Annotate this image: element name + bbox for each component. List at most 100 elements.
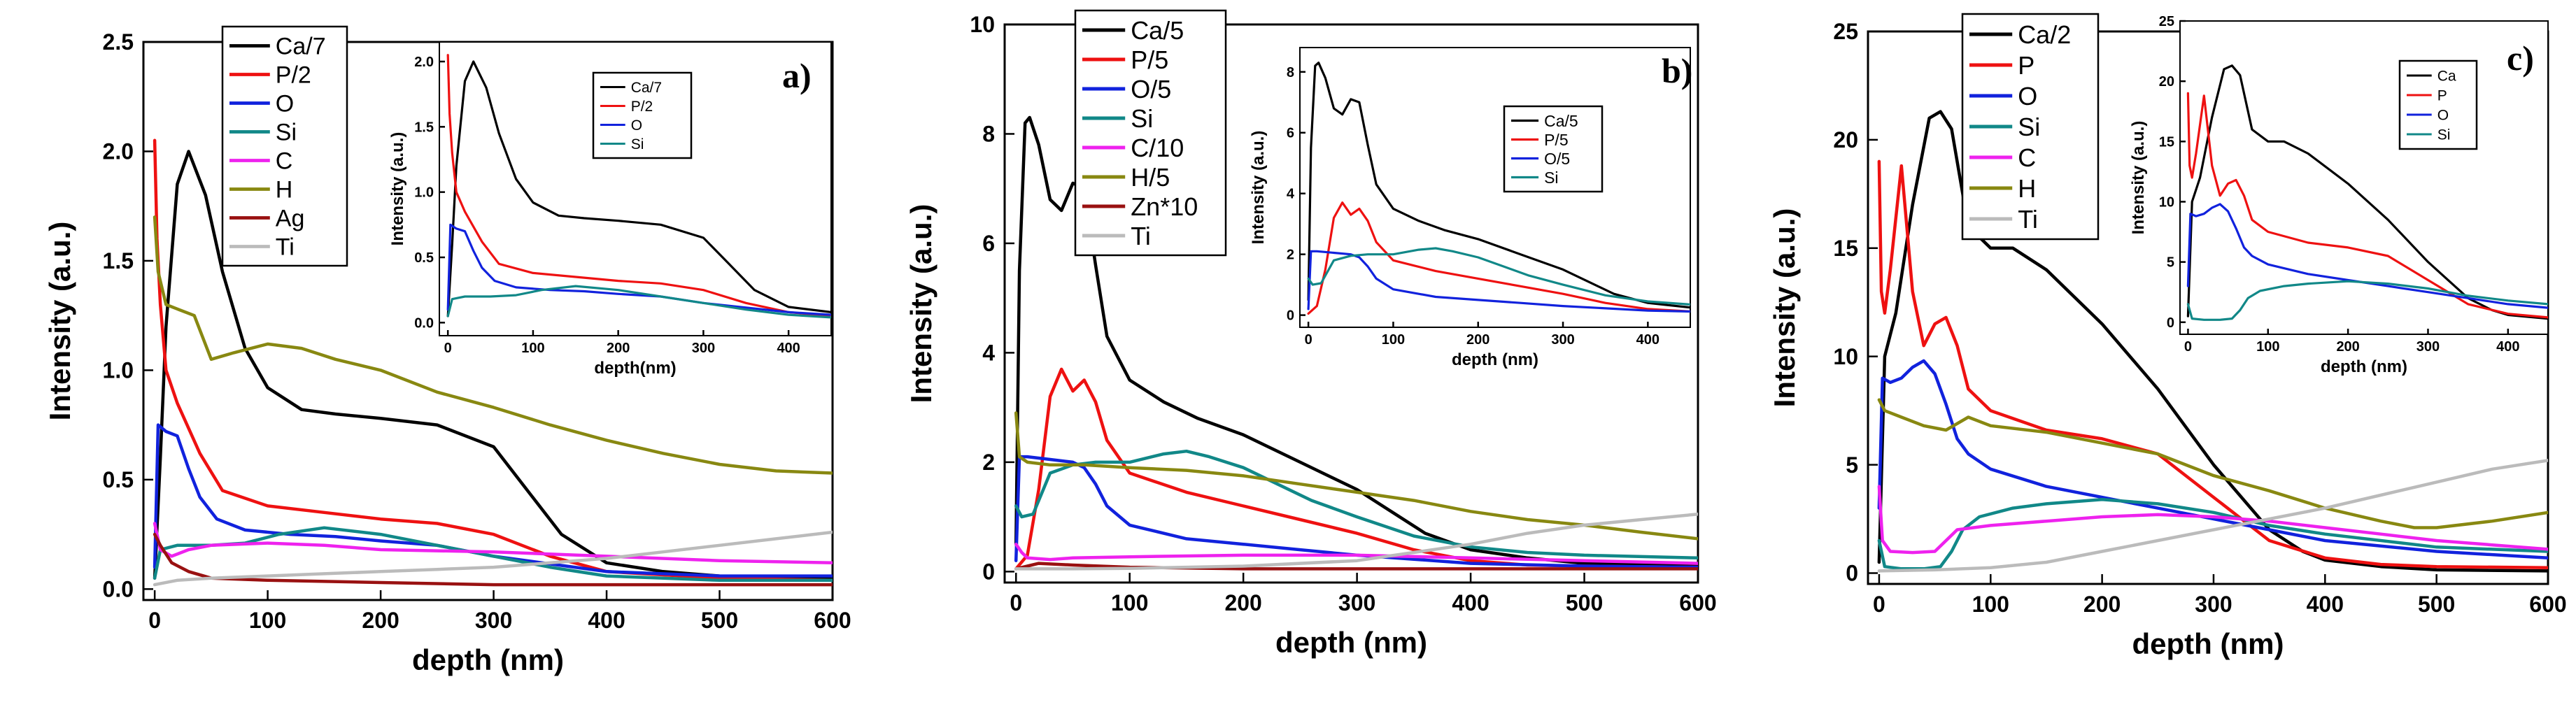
plot-frame <box>1003 23 1699 584</box>
x-tick-label: 200 <box>2083 592 2121 617</box>
legend-entry: O <box>276 91 294 117</box>
inset-legend-entry: Ca/5 <box>1544 112 1578 130</box>
x-tick-label: 0 <box>2184 339 2192 355</box>
legend-entry: Zn*10 <box>1131 192 1198 221</box>
series-line-o-5 <box>1014 455 1698 569</box>
x-tick-label: 300 <box>1551 332 1574 348</box>
x-tick-label: 100 <box>1111 590 1148 615</box>
inset-legend-entry: Ca <box>2437 69 2456 85</box>
y-tick-label: 25 <box>1833 19 1858 44</box>
series-line-ag <box>153 532 833 587</box>
legend-entry: H/5 <box>1131 163 1170 192</box>
x-axis-label: depth (nm) <box>1452 350 1538 369</box>
x-tick-label: 100 <box>2256 339 2279 355</box>
series-line-o-5 <box>1307 250 1690 313</box>
series-line-p-2 <box>446 54 831 317</box>
inset-frame <box>439 41 832 336</box>
x-tick-label: 200 <box>362 608 399 633</box>
inset-legend-entry: Si <box>1544 169 1558 187</box>
y-axis-label: Intensity (a.u.) <box>43 222 76 421</box>
x-axis-label: depth (nm) <box>412 643 564 676</box>
series-line-si <box>1877 497 2548 571</box>
series-line-si <box>1014 449 1698 560</box>
series-line-ti <box>1877 459 2548 573</box>
y-tick-label: 20 <box>2159 74 2174 90</box>
x-tick-label: 200 <box>1466 332 1489 348</box>
legend-entry: C/10 <box>1131 134 1184 162</box>
series-group <box>1014 115 1698 571</box>
legend-entry: C <box>276 148 293 175</box>
legend-entry: Ti <box>1131 222 1151 250</box>
x-tick-label: 400 <box>1452 590 1489 615</box>
legend-entry: Si <box>2018 113 2040 141</box>
legend-entry: Si <box>276 120 297 146</box>
x-tick-label: 500 <box>701 608 738 633</box>
series-line-si <box>446 285 831 319</box>
x-tick-label: 100 <box>1972 592 2009 617</box>
inset-legend-entry: O <box>631 117 642 134</box>
y-tick-label: 0 <box>982 559 995 585</box>
legend-box <box>1074 9 1227 257</box>
series-line-p-5 <box>1307 201 1690 315</box>
inset-frame <box>1299 47 1691 328</box>
y-tick-label: 1.0 <box>103 358 134 383</box>
y-tick-label: 15 <box>2159 134 2174 150</box>
y-tick-label: 10 <box>1833 344 1858 369</box>
series-line-h <box>153 215 833 475</box>
series-line-ca-2 <box>1877 110 2548 573</box>
series-line-ti <box>153 530 833 587</box>
y-tick-label: 2.0 <box>414 55 434 70</box>
y-tick-label: 2 <box>1287 248 1294 263</box>
series-group <box>153 138 833 587</box>
legend-entry: O <box>2018 82 2037 110</box>
y-tick-label: 4 <box>982 341 995 366</box>
y-axis-label: Intensity (a.u.) <box>2129 121 2148 235</box>
inset-legend-entry: O/5 <box>1544 150 1570 168</box>
y-tick-label: 1.0 <box>414 185 434 201</box>
panel-a: 0 100 200 300 400 500 600 0.0 0.5 1.0 1.5 2.0 2.5 dep… <box>43 25 851 676</box>
y-tick-label: 8 <box>982 122 995 147</box>
y-tick-label: 0 <box>1287 308 1294 324</box>
series-line-p <box>2186 92 2548 319</box>
x-tick-label: 200 <box>2336 339 2359 355</box>
y-tick-label: 8 <box>1287 65 1294 80</box>
legend-box <box>221 25 348 267</box>
series-line-ca-5 <box>1014 115 1698 568</box>
inset-chart: 0 100 200 300 400 0 2 4 6 8 depth (nm) Intensity (a… <box>1249 47 1691 369</box>
legend-entry: Ca/5 <box>1131 16 1184 45</box>
x-tick-label: 600 <box>1679 590 1716 615</box>
x-tick-label: 500 <box>2418 592 2455 617</box>
y-tick-label: 6 <box>1287 126 1294 141</box>
x-tick-label: 0 <box>1010 590 1022 615</box>
panel-label: c) <box>2507 38 2534 78</box>
y-tick-label: 0.0 <box>414 315 434 331</box>
y-tick-label: 1.5 <box>103 248 134 273</box>
y-tick-label: 20 <box>1833 127 1858 152</box>
x-tick-label: 200 <box>1224 590 1261 615</box>
legend-entry: P/5 <box>1131 45 1168 74</box>
x-tick-label: 300 <box>2195 592 2232 617</box>
series-line-h <box>1877 398 2548 529</box>
series-line-ca-5 <box>1307 62 1690 309</box>
legend-entry: O/5 <box>1131 75 1171 103</box>
x-tick-label: 100 <box>1382 332 1405 348</box>
y-axis-label: Intensity (a.u.) <box>1249 131 1268 245</box>
inset-legend-entry: Si <box>631 136 644 152</box>
y-axis-label: Intensity (a.u.) <box>388 132 407 246</box>
y-tick-label: 2 <box>982 450 995 475</box>
x-tick-label: 400 <box>2496 339 2519 355</box>
legend-entry: Ag <box>276 206 305 232</box>
series-line-ti <box>1014 512 1698 571</box>
series-line-si <box>2186 280 2548 321</box>
legend-entry: Ti <box>276 234 295 261</box>
x-tick-label: 0 <box>1873 592 1885 617</box>
x-tick-label: 300 <box>475 608 512 633</box>
x-tick-label: 400 <box>1636 332 1659 348</box>
x-tick-label: 400 <box>777 341 800 356</box>
series-line-c <box>1877 485 2548 555</box>
y-axis-label: Intensity (a.u.) <box>1768 208 1801 408</box>
y-tick-label: 6 <box>982 231 995 256</box>
series-line-c-10 <box>1014 542 1698 565</box>
